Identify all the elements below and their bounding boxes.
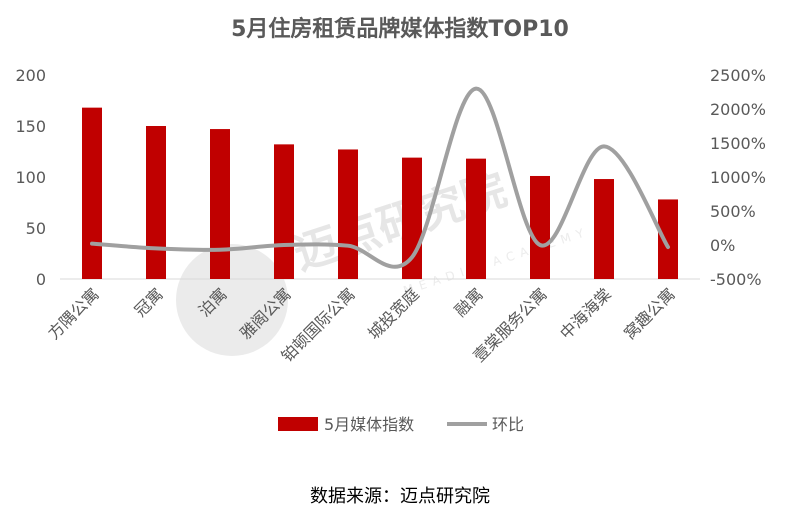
- y-left-tick-label: 50: [26, 219, 46, 238]
- category-label: 城投宽庭: [364, 284, 423, 343]
- y-right-tick-label: 500%: [710, 202, 756, 221]
- bar-6: [402, 157, 422, 279]
- y-right-tick-label: -500%: [710, 270, 762, 289]
- line-series: [90, 86, 670, 269]
- legend: 5月媒体指数 环比: [278, 415, 524, 434]
- y-right-tick-label: 1500%: [710, 134, 766, 153]
- y-left-tick-label: 200: [15, 66, 46, 85]
- category-label: 融寓: [451, 284, 487, 320]
- source-note: 数据来源：迈点研究院: [310, 486, 490, 507]
- chart-title: 5月住房租赁品牌媒体指数TOP10: [231, 16, 569, 42]
- bar-9: [594, 179, 614, 279]
- category-label: 窝趣公寓: [620, 284, 679, 343]
- bar-4: [274, 144, 294, 279]
- y-right-tick-label: 1000%: [710, 168, 766, 187]
- bar-2: [146, 126, 166, 279]
- watermark-logo: [176, 244, 288, 356]
- y-axis-right: -500% 0% 500% 1000% 1500% 2000% 2500%: [710, 66, 766, 289]
- bar-series: [82, 107, 678, 279]
- category-label: 方隅公寓: [44, 284, 103, 343]
- bar-1: [82, 107, 102, 279]
- y-axis-left: 0 50 100 150 200: [15, 66, 46, 289]
- bar-7: [466, 158, 486, 279]
- y-left-tick-label: 100: [15, 168, 46, 187]
- category-label: 冠寓: [131, 284, 167, 320]
- y-right-tick-label: 2500%: [710, 66, 766, 85]
- bar-10: [658, 199, 678, 279]
- bar-5: [338, 149, 358, 279]
- bar-8: [530, 175, 550, 279]
- y-left-tick-label: 0: [36, 270, 46, 289]
- y-left-tick-label: 150: [15, 117, 46, 136]
- legend-bar-swatch: [278, 417, 318, 431]
- y-right-tick-label: 2000%: [710, 100, 766, 119]
- legend-bar-label: 5月媒体指数: [324, 415, 414, 434]
- category-label: 中海海棠: [556, 284, 615, 343]
- legend-line-label: 环比: [492, 415, 524, 434]
- bar-3: [210, 129, 230, 279]
- y-right-tick-label: 0%: [710, 236, 735, 255]
